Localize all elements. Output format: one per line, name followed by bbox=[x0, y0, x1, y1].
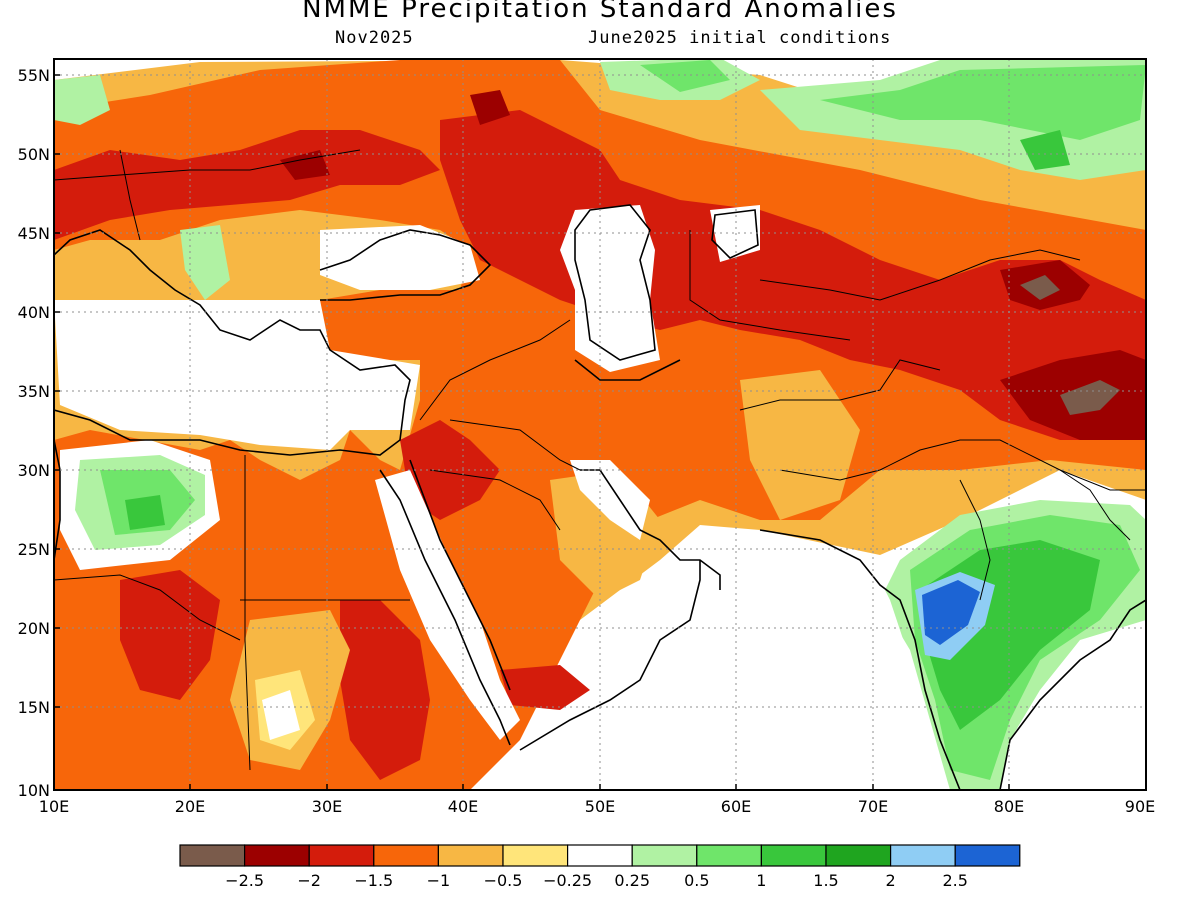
forecast-month-label: Nov2025 bbox=[335, 28, 414, 48]
colorbar-swatch bbox=[179, 844, 246, 867]
colorbar-label: −1.5 bbox=[354, 871, 393, 890]
anomaly-region bbox=[54, 130, 440, 240]
lat-label: 40N bbox=[18, 303, 50, 322]
lon-label: 20E bbox=[175, 797, 205, 816]
anomaly-region bbox=[922, 580, 980, 645]
anomaly-region bbox=[1020, 275, 1060, 300]
lat-label: 35N bbox=[18, 382, 50, 401]
colorbar-label: 2.5 bbox=[942, 871, 967, 890]
colorbar-swatch bbox=[373, 844, 439, 867]
lon-label: 40E bbox=[448, 797, 478, 816]
anomaly-region bbox=[125, 495, 165, 530]
colorbar-swatch bbox=[502, 844, 569, 867]
colorbar-swatch bbox=[631, 844, 698, 867]
colorbar-swatch bbox=[696, 844, 762, 867]
lat-label: 25N bbox=[18, 540, 50, 559]
colorbar-swatch bbox=[244, 844, 310, 867]
anomaly-region bbox=[1060, 380, 1120, 415]
graticule bbox=[54, 59, 1146, 790]
masked-sea bbox=[560, 205, 660, 372]
lat-label: 30N bbox=[18, 461, 50, 480]
anomaly-region bbox=[180, 225, 230, 300]
lat-label: 10N bbox=[18, 781, 50, 800]
colorbar-label: 1 bbox=[756, 871, 766, 890]
masked-sea bbox=[570, 460, 650, 540]
lon-label: 30E bbox=[312, 797, 342, 816]
masked-sea bbox=[54, 300, 420, 450]
masked-sea bbox=[490, 550, 950, 790]
masked-sea bbox=[1000, 640, 1146, 790]
anomaly-field bbox=[54, 59, 1146, 790]
lat-label: 55N bbox=[18, 66, 50, 85]
lat-label: 45N bbox=[18, 224, 50, 243]
lon-label: 70E bbox=[858, 797, 888, 816]
anomaly-region bbox=[1020, 130, 1070, 170]
masked-sea bbox=[710, 205, 760, 262]
colorbar-label: 0.25 bbox=[614, 871, 650, 890]
anomaly-region bbox=[820, 65, 1146, 140]
lon-label: 80E bbox=[994, 797, 1024, 816]
latitude-labels: 55N 50N 45N 40N 35N 30N 25N 20N 15N 10N bbox=[18, 66, 50, 800]
initial-conditions-label: June2025 initial conditions bbox=[588, 28, 892, 48]
lon-label: 90E bbox=[1125, 797, 1155, 816]
colorbar-swatch bbox=[954, 844, 1021, 867]
colorbar-swatch bbox=[825, 844, 892, 867]
anomaly-region bbox=[470, 90, 510, 125]
colorbar-label: 1.5 bbox=[813, 871, 838, 890]
lat-label: 15N bbox=[18, 698, 50, 717]
colorbar-label: −0.5 bbox=[484, 871, 523, 890]
chart-title: NMME Precipitation Standard Anomalies bbox=[302, 0, 898, 24]
coastlines bbox=[54, 204, 1146, 790]
colorbar-swatch bbox=[437, 844, 504, 867]
lon-label: 50E bbox=[585, 797, 615, 816]
colorbar-swatch bbox=[566, 844, 633, 867]
anomaly-region bbox=[262, 690, 300, 740]
anomaly-region bbox=[120, 570, 220, 700]
anomaly-region bbox=[740, 370, 860, 520]
colorbar-label: −1 bbox=[427, 871, 451, 890]
colorbar-label: −0.25 bbox=[543, 871, 592, 890]
anomaly-region bbox=[340, 600, 430, 780]
lon-label: 60E bbox=[721, 797, 751, 816]
lon-label: 10E bbox=[39, 797, 69, 816]
colorbar-label: 0.5 bbox=[684, 871, 709, 890]
colorbar-label: 2 bbox=[886, 871, 896, 890]
colorbar-labels: −2.5 −2 −1.5 −1 −0.5 −0.25 0.25 0.5 1 1.5 2 2.5 bbox=[225, 871, 968, 890]
anomaly-region bbox=[440, 110, 1146, 440]
masked-sea bbox=[320, 225, 480, 290]
colorbar-label: −2 bbox=[297, 871, 321, 890]
colorbar-label: −2.5 bbox=[225, 871, 264, 890]
anomaly-region bbox=[500, 665, 590, 710]
anomaly-region bbox=[54, 75, 110, 125]
lat-label: 20N bbox=[18, 619, 50, 638]
colorbar-swatch bbox=[308, 844, 375, 867]
lat-label: 50N bbox=[18, 145, 50, 164]
colorbar-swatch bbox=[889, 844, 956, 867]
anomaly-region bbox=[640, 60, 730, 92]
longitude-labels: 10E 20E 30E 40E 50E 60E 70E 80E 90E bbox=[39, 797, 1155, 816]
country-borders bbox=[54, 149, 1146, 771]
colorbar-swatches bbox=[179, 844, 1021, 867]
axis-ticks bbox=[54, 74, 1010, 790]
colorbar-swatch bbox=[760, 844, 827, 867]
